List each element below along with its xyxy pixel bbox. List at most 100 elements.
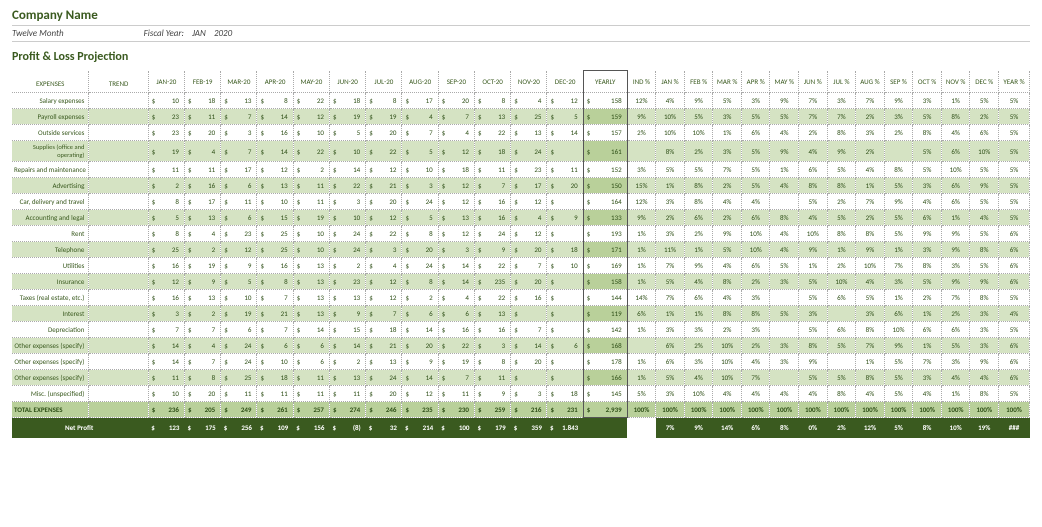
value-cell: $109 — [257, 418, 293, 438]
trend-cell — [89, 141, 148, 162]
pct-cell — [827, 306, 856, 322]
table-row: Interest$3$2$19$21$13$9$7$6$6$13$$$1196%… — [12, 306, 1030, 322]
value-cell: $16 — [438, 322, 474, 338]
pct-cell: 9% — [799, 242, 828, 258]
value-cell: $21 — [366, 338, 402, 354]
trend-cell — [89, 386, 148, 402]
value-cell: $14 — [402, 322, 438, 338]
pct-cell: 3% — [970, 306, 999, 322]
value-cell: $20 — [366, 386, 402, 402]
value-cell: $15 — [257, 210, 293, 226]
table-row: Other expenses (specify)$11$8$25$18$11$1… — [12, 370, 1030, 386]
value-cell: $ — [547, 290, 583, 306]
value-cell: $2 — [184, 242, 220, 258]
value-cell: $18 — [257, 370, 293, 386]
pct-cell: 7% — [884, 258, 913, 274]
value-cell: $8 — [184, 370, 220, 386]
pct-cell: 6% — [941, 194, 970, 210]
pct-cell: 0% — [799, 418, 828, 438]
ind-cell: 1% — [627, 274, 656, 290]
pct-cell: 5% — [770, 258, 799, 274]
value-cell: $14 — [547, 125, 583, 141]
value-cell: $12 — [148, 274, 184, 290]
value-cell: $10 — [547, 258, 583, 274]
pct-cell: 100% — [656, 402, 685, 418]
trend-cell — [89, 194, 148, 210]
pct-cell: 5% — [770, 109, 799, 125]
pct-cell: 2% — [656, 210, 685, 226]
value-cell: $11 — [474, 162, 510, 178]
trend-cell — [89, 322, 148, 338]
value-cell: $20 — [402, 338, 438, 354]
value-cell: $24 — [329, 242, 365, 258]
value-cell: $10 — [402, 162, 438, 178]
trend-cell — [89, 370, 148, 386]
value-cell: $9 — [402, 354, 438, 370]
value-cell: $12 — [366, 162, 402, 178]
pct-cell: 10% — [884, 322, 913, 338]
pct-cell: 1% — [913, 338, 942, 354]
pct-cell: 9% — [713, 226, 742, 242]
pct-cell: 5% — [913, 109, 942, 125]
pct-cell: 4% — [741, 386, 770, 402]
col-pct: MAR % — [713, 71, 742, 93]
row-label: Supplies (office and operating) — [12, 141, 89, 162]
pct-cell: 6% — [970, 125, 999, 141]
pct-cell: 5% — [884, 210, 913, 226]
ypct-cell: 5% — [998, 194, 1029, 210]
ind-cell: 1% — [627, 226, 656, 242]
pct-cell: 1% — [856, 354, 885, 370]
value-cell: $4 — [184, 338, 220, 354]
pct-cell: 2% — [913, 290, 942, 306]
pct-cell: 4% — [799, 141, 828, 162]
value-cell: $23 — [329, 274, 365, 290]
value-cell: $19 — [366, 109, 402, 125]
ypct-cell: 5% — [998, 386, 1029, 402]
ypct-cell: 5% — [998, 210, 1029, 226]
company-name: Company Name — [12, 8, 1030, 26]
pct-cell: 10% — [856, 258, 885, 274]
value-cell: $12 — [438, 141, 474, 162]
pct-cell: 5% — [941, 338, 970, 354]
table-row: Other expenses (specify)$14$7$24$10$6$2$… — [12, 354, 1030, 370]
value-cell: $14 — [257, 141, 293, 162]
pct-cell: 8% — [856, 322, 885, 338]
value-cell: $22 — [293, 93, 329, 109]
pct-cell: 6% — [741, 210, 770, 226]
value-cell: $123 — [148, 418, 184, 438]
col-month: JUL-20 — [366, 71, 402, 93]
pct-cell: 100% — [884, 402, 913, 418]
value-cell: $13 — [511, 125, 547, 141]
yearly-cell: $158 — [583, 274, 627, 290]
value-cell: $32 — [366, 418, 402, 438]
pct-cell: 4% — [770, 386, 799, 402]
ypct-cell: 5% — [998, 162, 1029, 178]
pct-cell: 1% — [684, 306, 713, 322]
value-cell: $24 — [329, 226, 365, 242]
pct-cell: 5% — [913, 141, 942, 162]
pct-cell: 1% — [684, 242, 713, 258]
pct-cell: 3% — [941, 258, 970, 274]
row-label: Car, delivery and travel — [12, 194, 89, 210]
value-cell: $25 — [511, 109, 547, 125]
value-cell: $7 — [402, 125, 438, 141]
value-cell: $179 — [474, 418, 510, 438]
value-cell: $12 — [293, 109, 329, 125]
yearly-cell: $144 — [583, 290, 627, 306]
value-cell: $17 — [221, 162, 257, 178]
pct-cell: 9% — [941, 226, 970, 242]
trend-cell — [89, 93, 148, 109]
pct-cell: 5% — [884, 226, 913, 242]
yearly-cell: $133 — [583, 210, 627, 226]
pct-cell: 9% — [913, 226, 942, 242]
pct-cell: 4% — [741, 354, 770, 370]
pct-cell: 8% — [827, 226, 856, 242]
value-cell: $11 — [257, 386, 293, 402]
row-label: Other expenses (specify) — [12, 354, 89, 370]
value-cell: $4 — [184, 141, 220, 162]
trend-cell — [89, 162, 148, 178]
value-cell: $11 — [293, 370, 329, 386]
pct-cell: 5% — [799, 194, 828, 210]
value-cell: $235 — [402, 402, 438, 418]
value-cell: $3 — [148, 306, 184, 322]
